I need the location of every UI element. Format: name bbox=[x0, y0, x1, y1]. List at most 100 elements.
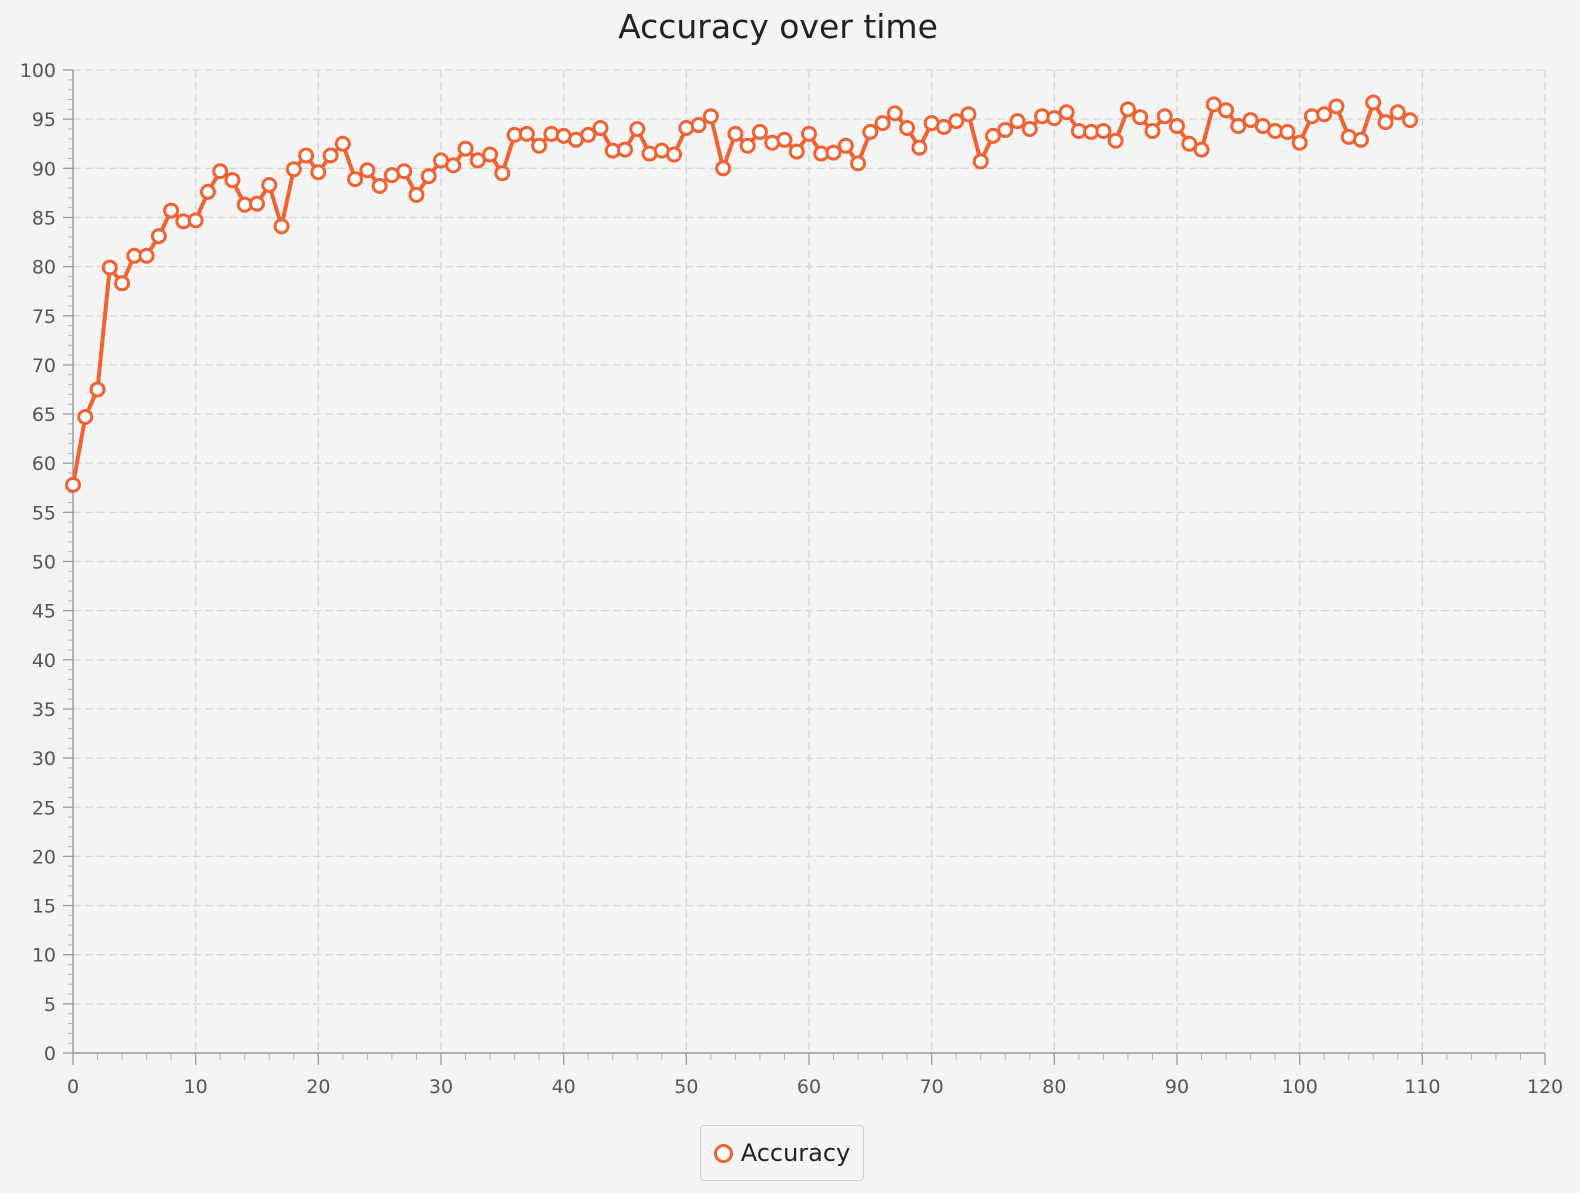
data-point bbox=[911, 139, 928, 156]
data-point bbox=[77, 408, 94, 425]
chart-title: Accuracy over time bbox=[618, 7, 938, 46]
x-tick-label: 80 bbox=[1042, 1076, 1066, 1098]
data-point bbox=[1021, 120, 1038, 137]
data-point bbox=[273, 218, 290, 235]
data-point bbox=[359, 162, 376, 179]
data-point bbox=[935, 119, 952, 136]
y-tick-label: 95 bbox=[32, 109, 56, 131]
y-tick-label: 50 bbox=[32, 552, 56, 574]
y-tick-label: 45 bbox=[32, 601, 56, 623]
data-point bbox=[1316, 106, 1333, 123]
data-point bbox=[862, 123, 879, 140]
data-point bbox=[739, 137, 756, 154]
x-tick-label: 60 bbox=[797, 1076, 821, 1098]
y-tick-label: 65 bbox=[32, 404, 56, 426]
data-point bbox=[960, 106, 977, 123]
data-point bbox=[310, 164, 327, 181]
data-point bbox=[285, 161, 302, 178]
data-point bbox=[1377, 114, 1394, 131]
data-point bbox=[1107, 132, 1124, 149]
legend: Accuracy bbox=[700, 1125, 864, 1181]
data-point bbox=[138, 247, 155, 264]
data-point bbox=[494, 165, 511, 182]
data-point bbox=[1132, 109, 1149, 126]
y-tick-label: 35 bbox=[32, 699, 56, 721]
data-point bbox=[347, 171, 364, 188]
data-point bbox=[1119, 101, 1136, 118]
y-tick-label: 85 bbox=[32, 207, 56, 229]
x-tick-label: 20 bbox=[306, 1076, 330, 1098]
data-point bbox=[985, 127, 1001, 144]
data-point bbox=[199, 183, 216, 200]
x-tick-label: 70 bbox=[920, 1076, 944, 1098]
y-tick-label: 5 bbox=[44, 994, 56, 1016]
data-point bbox=[1242, 112, 1259, 129]
data-point bbox=[690, 117, 707, 134]
y-tick-label: 75 bbox=[32, 306, 56, 328]
data-point bbox=[1009, 113, 1026, 130]
data-point bbox=[715, 160, 732, 177]
y-tick-label: 30 bbox=[32, 748, 56, 770]
data-point bbox=[1230, 118, 1247, 135]
data-point bbox=[482, 146, 499, 163]
data-point bbox=[997, 121, 1014, 138]
data-point bbox=[702, 108, 719, 125]
y-tick-label: 90 bbox=[32, 158, 56, 180]
data-point bbox=[322, 147, 339, 164]
data-point bbox=[886, 105, 903, 122]
data-point bbox=[101, 259, 118, 276]
data-point bbox=[666, 146, 683, 163]
data-point bbox=[420, 168, 437, 185]
data-point bbox=[899, 119, 916, 136]
x-tick-label: 50 bbox=[674, 1076, 698, 1098]
y-tick-label: 10 bbox=[32, 945, 56, 967]
y-tick-label: 100 bbox=[20, 60, 56, 82]
series-line bbox=[71, 100, 1412, 486]
data-point bbox=[801, 125, 817, 142]
data-point bbox=[1156, 108, 1173, 125]
data-point bbox=[518, 125, 535, 142]
data-point bbox=[298, 147, 315, 164]
data-point bbox=[163, 202, 180, 219]
data-point bbox=[874, 115, 891, 132]
data-point bbox=[1205, 96, 1222, 113]
data-point bbox=[1279, 123, 1296, 140]
data-point bbox=[1218, 102, 1235, 119]
data-point bbox=[457, 140, 474, 157]
data-point bbox=[408, 186, 425, 203]
y-tick-label: 80 bbox=[32, 257, 56, 279]
data-point bbox=[788, 143, 805, 160]
data-point bbox=[629, 120, 646, 137]
data-point bbox=[114, 275, 131, 292]
data-point bbox=[776, 131, 793, 148]
data-point bbox=[469, 152, 486, 169]
data-point bbox=[1144, 122, 1161, 139]
data-point bbox=[592, 119, 609, 136]
y-tick-label: 25 bbox=[32, 797, 56, 819]
data-point bbox=[531, 137, 548, 154]
legend-label: Accuracy bbox=[740, 1139, 851, 1167]
x-tick-label: 30 bbox=[429, 1076, 453, 1098]
data-point bbox=[150, 228, 167, 245]
data-point bbox=[1095, 122, 1112, 139]
data-point bbox=[972, 153, 989, 170]
data-point bbox=[187, 212, 204, 229]
x-tick-label: 120 bbox=[1527, 1076, 1563, 1098]
y-tick-label: 0 bbox=[44, 1043, 56, 1065]
y-tick-label: 15 bbox=[32, 896, 56, 918]
data-point bbox=[1328, 98, 1345, 115]
data-point bbox=[1046, 110, 1063, 127]
data-point bbox=[65, 476, 81, 493]
data-point bbox=[1389, 104, 1406, 121]
data-point bbox=[1402, 112, 1419, 129]
x-tick-label: 110 bbox=[1404, 1076, 1440, 1098]
axes: 0 5 10 15 20 25 30 35 40 45 50 55 60 65 70 75 80 85 90 95 10… bbox=[20, 60, 1563, 1098]
y-tick-label: 40 bbox=[32, 650, 56, 672]
data-point bbox=[334, 135, 351, 152]
data-point bbox=[727, 125, 744, 142]
data-point bbox=[580, 126, 597, 143]
legend-marker-icon bbox=[713, 1143, 733, 1163]
data-point bbox=[1291, 134, 1308, 151]
